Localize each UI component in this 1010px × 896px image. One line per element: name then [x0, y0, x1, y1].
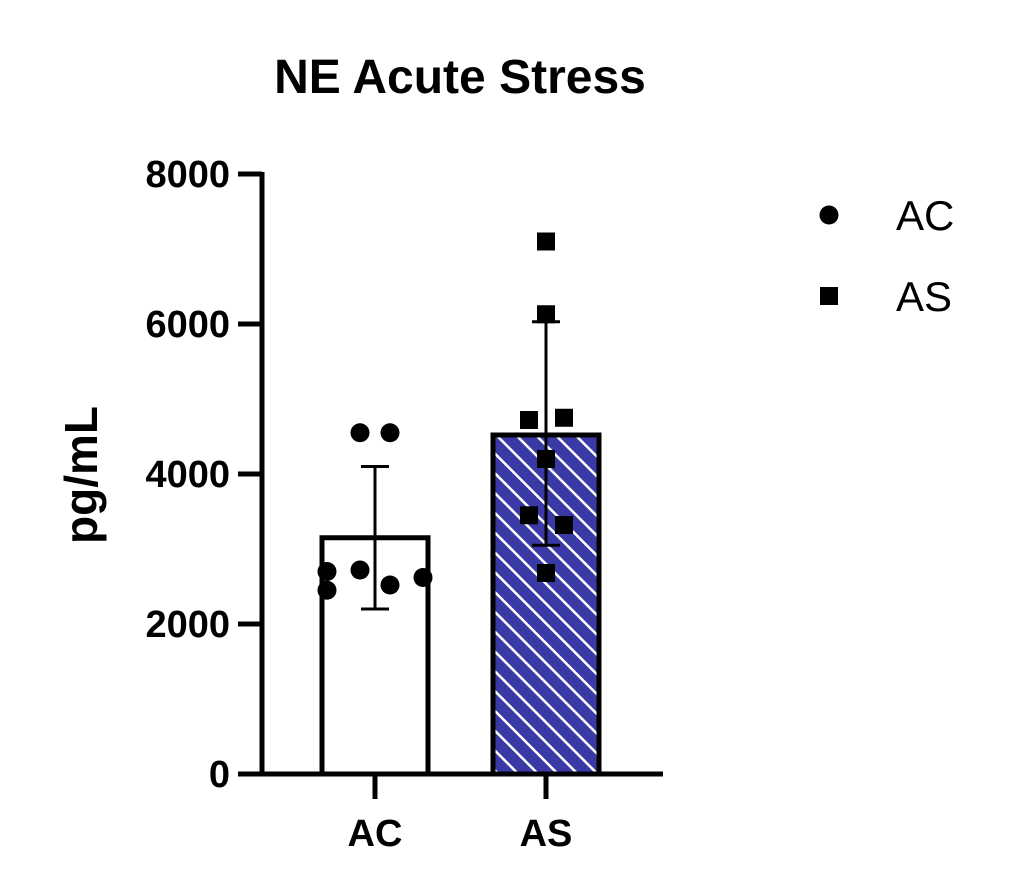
legend-label-as: AS	[896, 273, 952, 320]
data-point-as	[537, 450, 555, 468]
data-point-as	[537, 564, 555, 582]
legend: AC AS	[819, 192, 954, 320]
data-point-as	[520, 411, 538, 429]
data-point-ac	[317, 580, 337, 600]
x-tick-label: AS	[520, 813, 573, 855]
data-point-ac	[380, 423, 400, 443]
data-point-as	[555, 408, 573, 427]
data-point-as	[520, 506, 538, 525]
legend-marker-as	[820, 287, 838, 305]
legend-marker-ac	[819, 205, 839, 225]
y-tick-label: 2000	[145, 604, 230, 646]
y-tick-label: 6000	[145, 304, 230, 346]
x-tick-label: AC	[348, 813, 403, 855]
data-point-as	[537, 232, 555, 251]
data-point-ac	[350, 423, 370, 443]
data-point-as	[537, 305, 555, 324]
y-axis-label: pg/mL	[55, 406, 107, 544]
data-point-as	[555, 516, 573, 534]
legend-label-ac: AC	[896, 192, 954, 239]
chart-title: NE Acute Stress	[274, 51, 646, 104]
data-point-ac	[350, 560, 370, 580]
data-point-ac	[317, 562, 337, 581]
y-tick-label: 0	[209, 754, 230, 796]
plot-area: 0 2000 4000 6000 8000 AC AS	[145, 154, 663, 855]
y-tick-label: 8000	[145, 154, 230, 196]
y-tick-label: 4000	[145, 454, 230, 496]
data-point-ac	[413, 568, 433, 587]
data-point-ac	[380, 575, 400, 595]
